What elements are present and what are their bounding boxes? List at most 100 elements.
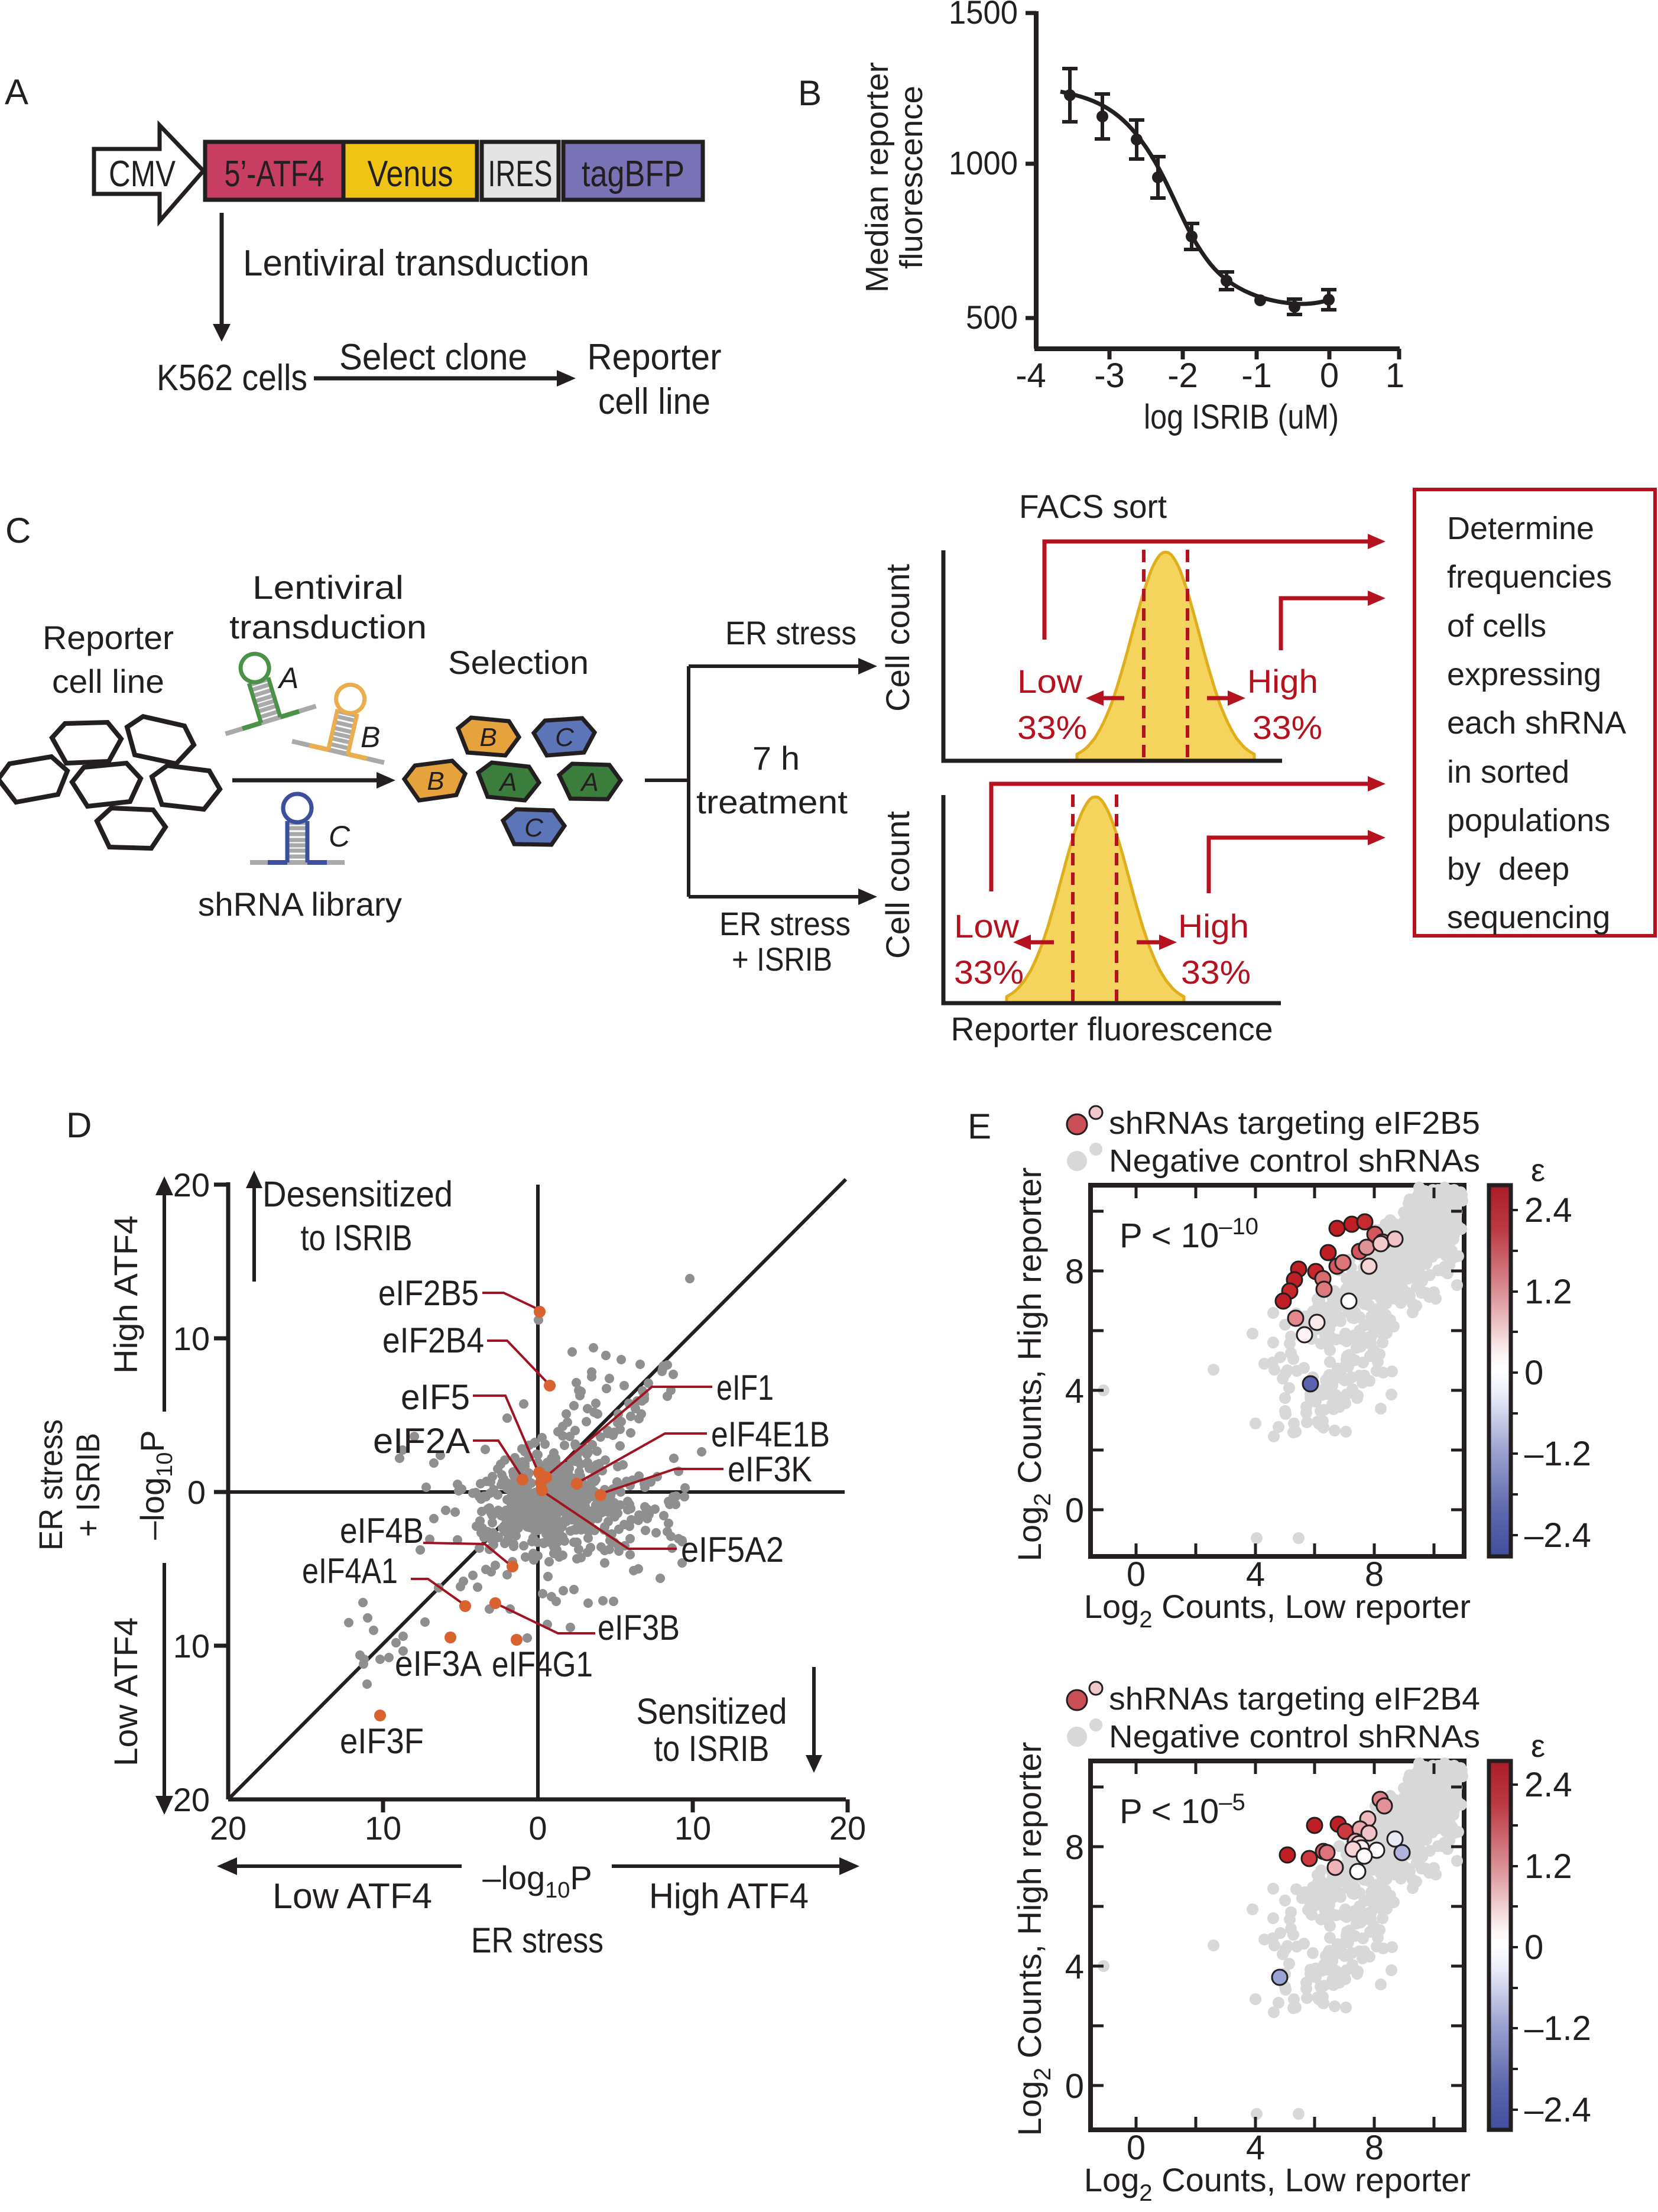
svg-text:-4: -4 xyxy=(1015,356,1046,395)
svg-text:C: C xyxy=(524,813,544,842)
svg-text:Negative control shRNAs: Negative control shRNAs xyxy=(1109,1143,1480,1179)
svg-text:FACS sort: FACS sort xyxy=(1019,488,1167,525)
svg-text:0: 0 xyxy=(1524,1354,1543,1392)
svg-text:sequencing: sequencing xyxy=(1447,900,1610,935)
svg-text:log ISRIB (uM): log ISRIB (uM) xyxy=(1144,398,1339,436)
svg-text:0: 0 xyxy=(1065,2067,1084,2106)
svg-text:2.4: 2.4 xyxy=(1524,1191,1572,1230)
svg-text:eIF4E1B: eIF4E1B xyxy=(711,1415,830,1454)
svg-text:Cell count: Cell count xyxy=(879,564,916,712)
svg-text:ε: ε xyxy=(1531,1153,1545,1188)
svg-text:C: C xyxy=(555,723,575,752)
svg-text:eIF5A2: eIF5A2 xyxy=(681,1530,784,1569)
svg-text:500: 500 xyxy=(966,299,1018,336)
svg-text:Venus: Venus xyxy=(368,154,453,194)
svg-text:A: A xyxy=(277,661,298,695)
svg-text:Sensitized: Sensitized xyxy=(637,1691,787,1731)
svg-text:20: 20 xyxy=(173,1166,210,1204)
svg-text:33%: 33% xyxy=(1017,709,1087,746)
svg-text:–log10P: –log10P xyxy=(482,1859,592,1903)
svg-text:Desensitized: Desensitized xyxy=(262,1174,453,1214)
svg-text:shRNA library: shRNA library xyxy=(198,886,402,923)
svg-text:Lentiviral transduction: Lentiviral transduction xyxy=(243,243,589,284)
svg-text:transduction: transduction xyxy=(229,608,427,646)
svg-text:+ ISRIB: + ISRIB xyxy=(732,940,832,978)
svg-text:10: 10 xyxy=(173,1627,210,1665)
svg-text:0: 0 xyxy=(1065,1491,1084,1530)
svg-text:E: E xyxy=(968,1107,991,1146)
svg-text:Median reporter: Median reporter xyxy=(859,62,895,293)
svg-text:–log10P: –log10P xyxy=(134,1430,177,1540)
svg-text:B: B xyxy=(361,721,380,754)
svg-text:frequencies: frequencies xyxy=(1447,559,1612,595)
svg-text:0: 0 xyxy=(528,1809,547,1847)
svg-text:C: C xyxy=(329,820,351,853)
svg-text:4: 4 xyxy=(1246,1555,1265,1594)
svg-text:eIF3F: eIF3F xyxy=(340,1721,424,1761)
svg-text:20: 20 xyxy=(210,1809,246,1847)
svg-text:Selection: Selection xyxy=(448,644,589,681)
svg-text:4: 4 xyxy=(1065,1372,1084,1410)
svg-text:-3: -3 xyxy=(1094,356,1125,395)
svg-text:C: C xyxy=(5,511,31,550)
svg-text:to ISRIB: to ISRIB xyxy=(301,1218,413,1258)
svg-text:A: A xyxy=(5,72,28,112)
svg-text:10: 10 xyxy=(173,1320,210,1357)
svg-text:33%: 33% xyxy=(954,953,1024,991)
svg-text:33%: 33% xyxy=(1181,953,1251,991)
svg-text:Cell count: Cell count xyxy=(879,811,916,959)
svg-text:-2: -2 xyxy=(1167,356,1198,395)
svg-text:0: 0 xyxy=(1127,1555,1146,1594)
svg-text:expressing: expressing xyxy=(1447,657,1601,692)
svg-text:0: 0 xyxy=(1127,2129,1146,2167)
svg-text:8: 8 xyxy=(1365,1555,1384,1594)
svg-text:ε: ε xyxy=(1531,1728,1545,1764)
svg-text:shRNAs targeting eIF2B5: shRNAs targeting eIF2B5 xyxy=(1109,1105,1480,1141)
svg-text:ER stress: ER stress xyxy=(471,1921,604,1960)
svg-text:10: 10 xyxy=(674,1809,711,1847)
svg-text:eIF3A: eIF3A xyxy=(395,1644,482,1684)
svg-text:shRNAs targeting eIF2B4: shRNAs targeting eIF2B4 xyxy=(1109,1681,1480,1717)
svg-text:by deep: by deep xyxy=(1447,851,1569,887)
svg-text:5’-ATF4: 5’-ATF4 xyxy=(225,154,325,194)
svg-text:eIF2B4: eIF2B4 xyxy=(382,1321,484,1360)
svg-text:of cells: of cells xyxy=(1447,608,1546,644)
svg-text:–2.4: –2.4 xyxy=(1524,2091,1591,2129)
svg-text:4: 4 xyxy=(1065,1948,1084,1986)
svg-text:7 h: 7 h xyxy=(752,740,800,777)
svg-text:High: High xyxy=(1178,907,1249,945)
svg-text:A: A xyxy=(498,768,517,797)
svg-text:4: 4 xyxy=(1246,2129,1265,2167)
svg-text:0: 0 xyxy=(1524,1928,1543,1967)
svg-text:ER stress: ER stress xyxy=(725,614,856,651)
svg-text:1: 1 xyxy=(1386,356,1404,395)
svg-text:High ATF4: High ATF4 xyxy=(649,1876,809,1916)
svg-text:8: 8 xyxy=(1365,2129,1384,2167)
svg-text:33%: 33% xyxy=(1253,709,1322,746)
svg-text:eIF2A: eIF2A xyxy=(373,1421,470,1461)
svg-text:High ATF4: High ATF4 xyxy=(107,1215,144,1374)
svg-text:Reporter: Reporter xyxy=(588,337,722,378)
svg-text:1000: 1000 xyxy=(949,144,1018,181)
svg-text:in sorted: in sorted xyxy=(1447,754,1569,790)
svg-text:eIF4B: eIF4B xyxy=(340,1511,424,1551)
svg-text:Low ATF4: Low ATF4 xyxy=(107,1617,144,1766)
svg-text:-1: -1 xyxy=(1241,356,1272,395)
svg-text:ER stress: ER stress xyxy=(719,905,851,942)
svg-text:ER stress: ER stress xyxy=(32,1419,69,1551)
svg-text:20: 20 xyxy=(173,1781,210,1818)
svg-text:Negative control shRNAs: Negative control shRNAs xyxy=(1109,1719,1480,1754)
svg-text:1.2: 1.2 xyxy=(1524,1847,1572,1886)
svg-text:tagBFP: tagBFP xyxy=(582,154,684,194)
svg-text:Low: Low xyxy=(954,907,1020,945)
svg-text:B: B xyxy=(479,723,497,752)
svg-text:–2.4: –2.4 xyxy=(1524,1516,1591,1555)
svg-text:Low ATF4: Low ATF4 xyxy=(272,1876,432,1916)
svg-text:each shRNA: each shRNA xyxy=(1447,705,1626,741)
svg-text:treatment: treatment xyxy=(696,783,848,820)
svg-text:eIF4A1: eIF4A1 xyxy=(302,1551,398,1591)
svg-text:eIF3B: eIF3B xyxy=(598,1608,680,1647)
svg-text:Select clone: Select clone xyxy=(339,337,527,378)
svg-text:eIF3K: eIF3K xyxy=(728,1449,812,1489)
svg-text:Reporter fluorescence: Reporter fluorescence xyxy=(951,1010,1273,1047)
